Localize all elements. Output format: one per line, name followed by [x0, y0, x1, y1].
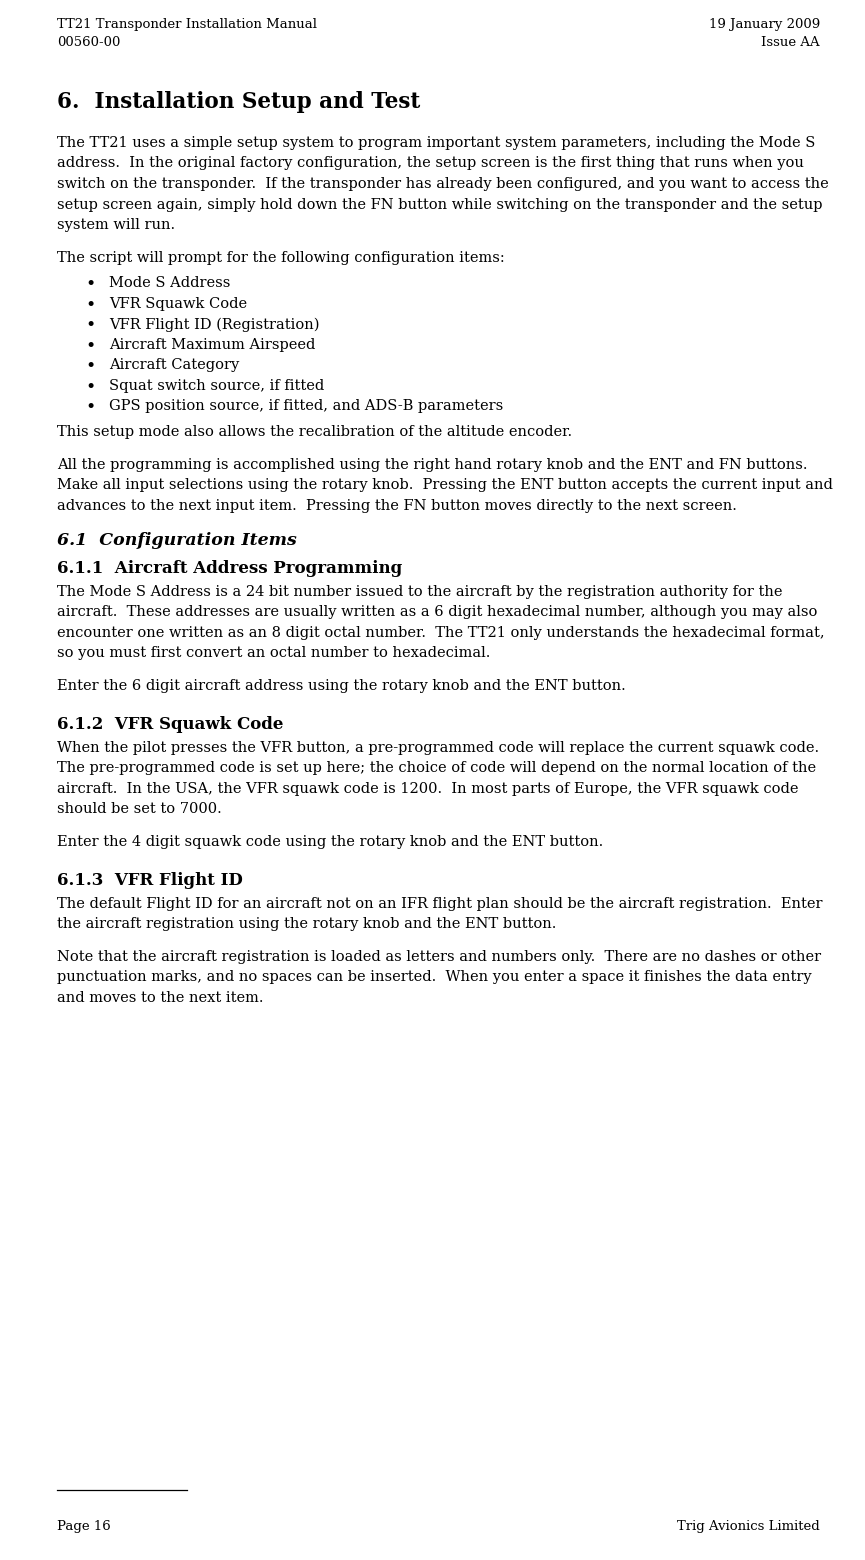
Text: setup screen again, simply hold down the FN button while switching on the transp: setup screen again, simply hold down the…	[57, 198, 823, 212]
Text: Page 16: Page 16	[57, 1519, 111, 1533]
Text: •: •	[85, 399, 95, 417]
Text: This setup mode also allows the recalibration of the altitude encoder.: This setup mode also allows the recalibr…	[57, 424, 572, 438]
Text: Issue AA: Issue AA	[761, 36, 820, 48]
Text: VFR Squawk Code: VFR Squawk Code	[109, 296, 247, 310]
Text: The pre-programmed code is set up here; the choice of code will depend on the no: The pre-programmed code is set up here; …	[57, 761, 816, 775]
Text: Squat switch source, if fitted: Squat switch source, if fitted	[109, 379, 324, 393]
Text: 6.1  Configuration Items: 6.1 Configuration Items	[57, 532, 297, 549]
Text: •: •	[85, 359, 95, 376]
Text: •: •	[85, 339, 95, 356]
Text: Note that the aircraft registration is loaded as letters and numbers only.  Ther: Note that the aircraft registration is l…	[57, 950, 821, 964]
Text: Aircraft Maximum Airspeed: Aircraft Maximum Airspeed	[109, 339, 316, 353]
Text: •: •	[85, 317, 95, 334]
Text: •: •	[85, 379, 95, 396]
Text: GPS position source, if fitted, and ADS-B parameters: GPS position source, if fitted, and ADS-…	[109, 399, 503, 413]
Text: Trig Avionics Limited: Trig Avionics Limited	[677, 1519, 820, 1533]
Text: 6.1.1  Aircraft Address Programming: 6.1.1 Aircraft Address Programming	[57, 560, 402, 577]
Text: •: •	[85, 296, 95, 314]
Text: and moves to the next item.: and moves to the next item.	[57, 991, 264, 1005]
Text: All the programming is accomplished using the right hand rotary knob and the ENT: All the programming is accomplished usin…	[57, 457, 808, 471]
Text: Aircraft Category: Aircraft Category	[109, 359, 240, 373]
Text: switch on the transponder.  If the transponder has already been configured, and : switch on the transponder. If the transp…	[57, 176, 829, 190]
Text: aircraft.  In the USA, the VFR squawk code is 1200.  In most parts of Europe, th: aircraft. In the USA, the VFR squawk cod…	[57, 782, 798, 796]
Text: 6.1.3  VFR Flight ID: 6.1.3 VFR Flight ID	[57, 872, 243, 889]
Text: •: •	[85, 276, 95, 293]
Text: Make all input selections using the rotary knob.  Pressing the ENT button accept: Make all input selections using the rota…	[57, 479, 833, 493]
Text: 19 January 2009: 19 January 2009	[708, 19, 820, 31]
Text: system will run.: system will run.	[57, 218, 175, 232]
Text: The TT21 uses a simple setup system to program important system parameters, incl: The TT21 uses a simple setup system to p…	[57, 136, 816, 150]
Text: The script will prompt for the following configuration items:: The script will prompt for the following…	[57, 251, 505, 265]
Text: punctuation marks, and no spaces can be inserted.  When you enter a space it fin: punctuation marks, and no spaces can be …	[57, 970, 811, 984]
Text: 00560-00: 00560-00	[57, 36, 120, 48]
Text: address.  In the original factory configuration, the setup screen is the first t: address. In the original factory configu…	[57, 156, 804, 170]
Text: Enter the 4 digit squawk code using the rotary knob and the ENT button.: Enter the 4 digit squawk code using the …	[57, 835, 603, 849]
Text: aircraft.  These addresses are usually written as a 6 digit hexadecimal number, : aircraft. These addresses are usually wr…	[57, 605, 817, 619]
Text: advances to the next input item.  Pressing the FN button moves directly to the n: advances to the next input item. Pressin…	[57, 499, 737, 513]
Text: Enter the 6 digit aircraft address using the rotary knob and the ENT button.: Enter the 6 digit aircraft address using…	[57, 679, 625, 693]
Text: the aircraft registration using the rotary knob and the ENT button.: the aircraft registration using the rota…	[57, 917, 556, 931]
Text: encounter one written as an 8 digit octal number.  The TT21 only understands the: encounter one written as an 8 digit octa…	[57, 626, 824, 640]
Text: should be set to 7000.: should be set to 7000.	[57, 802, 221, 816]
Text: 6.1.2  VFR Squawk Code: 6.1.2 VFR Squawk Code	[57, 716, 284, 733]
Text: TT21 Transponder Installation Manual: TT21 Transponder Installation Manual	[57, 19, 317, 31]
Text: VFR Flight ID (Registration): VFR Flight ID (Registration)	[109, 317, 319, 332]
Text: When the pilot presses the VFR button, a pre-programmed code will replace the cu: When the pilot presses the VFR button, a…	[57, 741, 819, 755]
Text: The Mode S Address is a 24 bit number issued to the aircraft by the registration: The Mode S Address is a 24 bit number is…	[57, 585, 783, 599]
Text: 6.  Installation Setup and Test: 6. Installation Setup and Test	[57, 90, 420, 112]
Text: so you must first convert an octal number to hexadecimal.: so you must first convert an octal numbe…	[57, 646, 490, 660]
Text: Mode S Address: Mode S Address	[109, 276, 230, 290]
Text: The default Flight ID for an aircraft not on an IFR flight plan should be the ai: The default Flight ID for an aircraft no…	[57, 897, 823, 911]
